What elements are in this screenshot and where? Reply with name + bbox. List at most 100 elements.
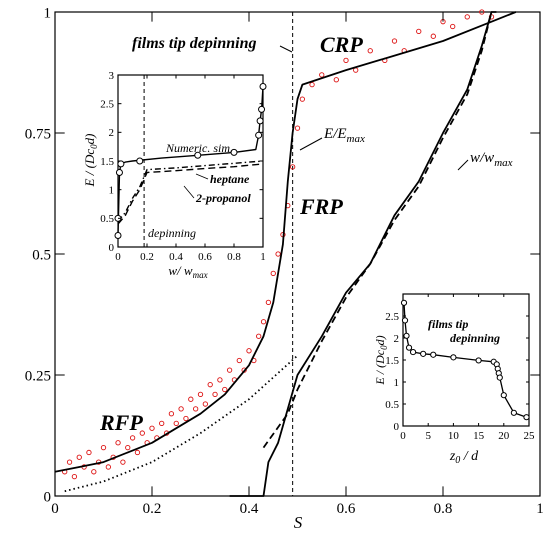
inset-left-annotation-heptane: heptane (210, 172, 250, 186)
main-scatter-point (105, 464, 112, 470)
main-scatter-point (289, 164, 296, 170)
inset-right-annotation-depinning: depinning (450, 331, 500, 345)
inset-left-marker (259, 82, 267, 90)
inset-left-marker (194, 151, 202, 159)
annotation-crp: CRP (320, 32, 363, 57)
main-scatter-point (115, 440, 121, 446)
main-x-tick-label: 0.2 (143, 501, 162, 517)
inset-left-x-tick-label: 1 (260, 251, 266, 263)
main-scatter (62, 9, 495, 480)
inset-left-x-ticks: 0 0.2 0.4 0.6 0.8 1 (115, 75, 266, 263)
inset-left-marker (258, 105, 266, 113)
annotation-rfp: RFP (99, 410, 143, 435)
main-y-tick-label: 0 (44, 489, 52, 505)
inset-right: 0 5 10 15 20 25 00.511.522.5 z0 / d E / (Dc0d… (373, 293, 535, 466)
main-scatter-point (188, 396, 194, 402)
main-scatter-point (173, 420, 179, 427)
main-x-label: S (294, 513, 303, 532)
inset-right-marker (420, 350, 427, 357)
inset-right-marker (510, 409, 517, 416)
main-series-e_model (54, 11, 517, 473)
inset-left-x-tick-label: 0.8 (227, 251, 241, 263)
main-x-ticks: 0 0.2 0.4 0.6 0.8 1 (51, 12, 544, 517)
inset-left-x-tick-label: 0 (115, 251, 121, 263)
inset-left-heptane-leader (195, 173, 209, 180)
main-scatter-point (367, 48, 373, 54)
inset-right-y-label-main: E / (Dc (373, 349, 387, 385)
annotation-e-leader (299, 137, 323, 151)
main-y-tick-label: 1 (44, 5, 52, 21)
inset-right-marker (409, 348, 417, 356)
inset-left-marker (115, 168, 123, 176)
inset-right-y-tick-label: 2.5 (385, 311, 399, 323)
main-scatter-point (159, 420, 165, 427)
inset-left-x-tick-label: 0.2 (140, 251, 154, 263)
inset-right-y-ticks: 0 0.5 1 1.5 2 2.5 (385, 311, 529, 433)
main-y-tick-label: 0.5 (32, 247, 51, 263)
inset-right-marker (403, 332, 410, 339)
main-scatter-point (86, 449, 92, 456)
main-scatter-point (226, 367, 233, 373)
main-scatter-point (125, 444, 131, 451)
inset-left-x-tick-label: 0.6 (198, 251, 212, 263)
inset-right-x-label-main: z (449, 449, 456, 464)
main-scatter-point (343, 57, 349, 64)
main-y-tick-label: 0.75 (25, 126, 51, 142)
inset-left-y-ticks: 0 0.5 1 1.5 2 2.5 3 (100, 70, 263, 254)
main-scatter-point (256, 333, 262, 339)
annotation-e-over-emax: E/Emax (323, 126, 365, 145)
main-scatter-point (178, 406, 184, 412)
main-scatter-point (91, 469, 97, 475)
inset-right-marker (475, 357, 482, 364)
inset-left-y-tick-label: 2 (109, 127, 115, 139)
inset-left-marker (117, 160, 125, 168)
main-x-tick-label: 1 (536, 501, 544, 517)
annotation-e-sub: max (347, 133, 365, 145)
main-scatter-point (265, 299, 272, 306)
inset-right-marker (401, 317, 409, 324)
inset-left-propanol-leader (183, 185, 195, 199)
inset-right-x-tick-label: 15 (473, 430, 485, 442)
main-scatter-point (149, 425, 155, 431)
main-scatter-point (212, 391, 218, 398)
inset-left-series-heptane (117, 160, 264, 222)
main-scatter-point (120, 459, 126, 465)
inset-right-marker (496, 374, 503, 381)
main-scatter-point (246, 348, 252, 354)
inset-left-x-label: w/ wmax (168, 263, 207, 280)
main-scatter-point (134, 449, 141, 456)
inset-left-y-tick-label: 1.5 (100, 156, 114, 168)
main-y-ticks: 00.250.50.751 (25, 5, 540, 505)
main-scatter-point (275, 251, 281, 257)
inset-right-annotation-films-tip: films tip (428, 317, 468, 331)
main-scatter-point (192, 406, 199, 412)
inset-right-y-tick-label: 0 (394, 421, 400, 433)
inset-left-marker (114, 232, 122, 240)
main-scatter-point (71, 473, 78, 480)
inset-right-x-tick-label: 10 (448, 430, 460, 442)
annotation-w-main: w/w (470, 150, 494, 166)
main-x-tick-label: 0.6 (337, 501, 356, 517)
main-scatter-point (299, 96, 305, 102)
inset-left-series-propanol (117, 163, 264, 225)
inset-right-y-tick-label: 2 (394, 333, 400, 345)
inset-left-x-label-sub: max (193, 270, 208, 280)
inset-left-annotation-propanol: 2-propanol (195, 191, 251, 205)
inset-right-y-label: E / (Dc0d) (373, 335, 389, 385)
main-scatter-point (333, 77, 339, 83)
annotation-frp: FRP (299, 194, 343, 219)
inset-right-marker (400, 299, 408, 306)
inset-left-y-label: E / (Dc0d) (82, 134, 99, 188)
inset-left-y-label-tail: d) (82, 134, 97, 145)
main-scatter-point (202, 401, 209, 407)
inset-right-x-tick-label: 0 (400, 430, 406, 442)
inset-left-y-tick-label: 3 (109, 70, 115, 82)
main-scatter-point (260, 319, 267, 325)
inset-right-marker (450, 354, 457, 361)
main-scatter-point (197, 391, 204, 398)
main-scatter-point (66, 459, 73, 465)
inset-right-marker (523, 414, 530, 421)
main-scatter-point (236, 357, 242, 364)
main-x-tick-label: 0 (51, 501, 59, 517)
main-scatter-point (319, 72, 325, 78)
